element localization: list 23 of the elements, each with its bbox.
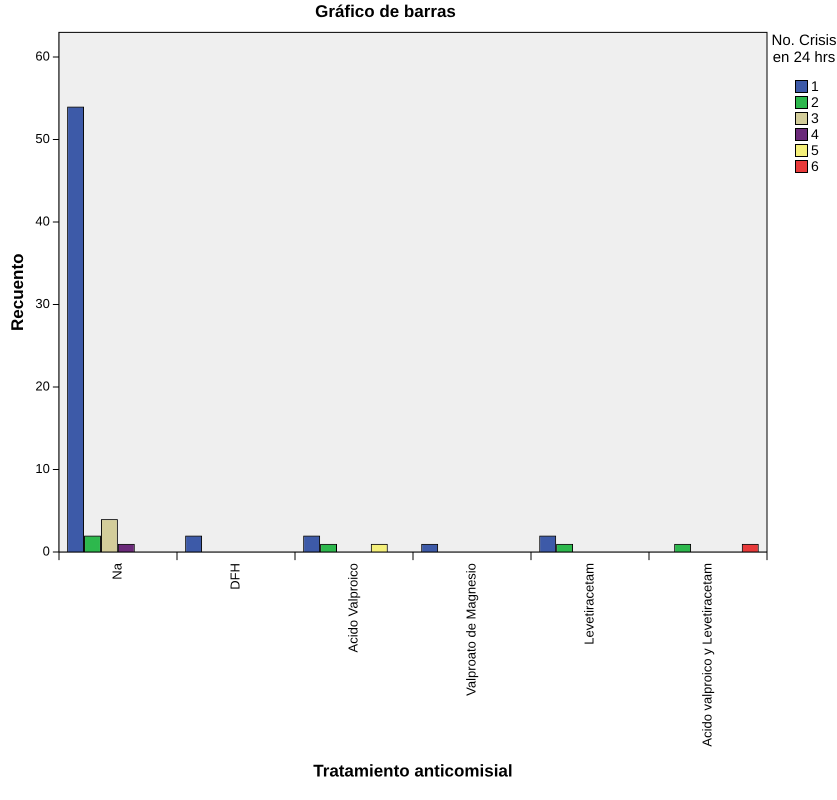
x-tick-label: Acido valproico y Levetiracetam bbox=[700, 563, 715, 747]
y-tick-label: 40 bbox=[35, 214, 50, 229]
y-tick-label: 60 bbox=[35, 48, 50, 64]
y-tick-label: 50 bbox=[35, 131, 50, 146]
legend-label: 3 bbox=[811, 110, 819, 126]
x-tick-label: Acido Valproico bbox=[345, 563, 360, 652]
chart-title: Gráfico de barras bbox=[315, 2, 456, 21]
y-tick-label: 10 bbox=[35, 461, 50, 476]
x-axis-title: Tratamiento anticomisial bbox=[313, 761, 513, 780]
y-tick-label: 20 bbox=[35, 378, 50, 394]
legend-label: 1 bbox=[811, 78, 819, 94]
x-tick-label: Levetiracetam bbox=[582, 563, 597, 645]
legend-label: 4 bbox=[811, 126, 819, 142]
x-tick-label: Na bbox=[109, 562, 124, 580]
legend-title: No. Crisis en 24 hrs bbox=[771, 32, 837, 66]
legend-label: 2 bbox=[811, 94, 819, 110]
legend-label: 5 bbox=[811, 142, 819, 158]
y-axis-title: Recuento bbox=[8, 254, 27, 331]
x-tick-label: DFH bbox=[227, 563, 242, 590]
legend-label: 6 bbox=[811, 158, 819, 174]
x-tick-label: Valproato de Magnesio bbox=[464, 563, 479, 696]
y-tick-label: 0 bbox=[42, 544, 50, 559]
y-tick-label: 30 bbox=[35, 296, 50, 312]
